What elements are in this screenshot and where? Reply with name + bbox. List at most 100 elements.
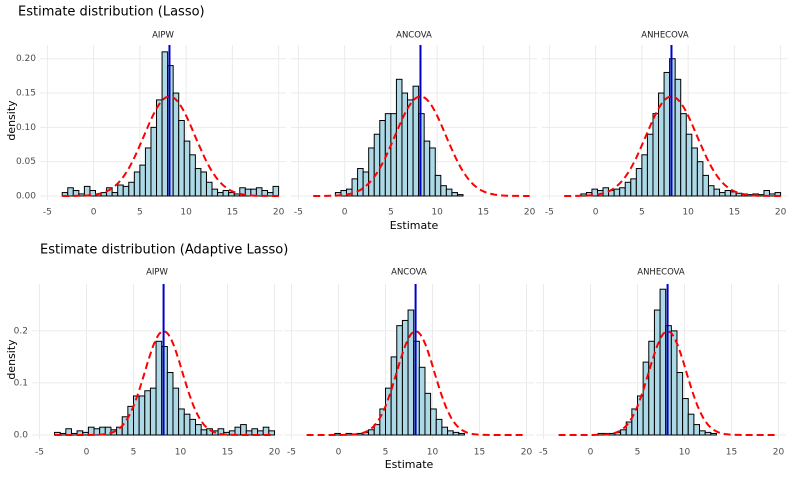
bar [687, 413, 695, 436]
bar [652, 113, 660, 197]
bar [635, 168, 643, 197]
x-tick-label: 10 [427, 448, 439, 458]
bar [423, 140, 431, 197]
bar [441, 426, 449, 436]
x-tick-label: 15 [474, 448, 485, 458]
panel: ANCOVA -5 0 5 10 15 20 Estimate [284, 268, 534, 471]
x-tick-label: 5 [137, 208, 143, 218]
bar [445, 188, 453, 197]
bar [440, 185, 447, 197]
x-axis-label: Estimate [390, 219, 439, 232]
panel: ANCOVA -5 0 5 10 15 20 Estimate [291, 31, 537, 232]
normal-curve [558, 330, 779, 436]
bar [424, 392, 432, 436]
bar [451, 192, 458, 197]
y-tick-label: 0.0 [14, 431, 29, 441]
bar [183, 413, 191, 436]
bar [691, 147, 698, 197]
bar [680, 113, 687, 197]
bar [144, 147, 152, 197]
bar [637, 395, 644, 436]
x-tick-label: 5 [383, 448, 389, 458]
bar [139, 164, 146, 197]
bar [676, 372, 684, 436]
bar [262, 426, 270, 436]
bar [205, 181, 213, 197]
panel-title: ANHECOVA [641, 31, 689, 41]
x-tick-label: 0 [593, 208, 599, 218]
bar [719, 192, 726, 197]
x-tick-label: 15 [726, 448, 737, 458]
bar [117, 184, 124, 197]
bar [674, 78, 682, 197]
bar [244, 188, 252, 197]
y-tick-label: 0.20 [16, 54, 36, 64]
chart-title: Estimate distribution (Lasso) [18, 5, 205, 20]
bar [447, 430, 454, 436]
bar [228, 192, 235, 197]
bar [128, 181, 135, 197]
bar [67, 187, 74, 197]
panel-title: ANCOVA [391, 268, 427, 278]
bar [458, 432, 465, 436]
bar [452, 431, 460, 436]
x-tick-label: -5 [545, 208, 554, 218]
x-tick-label: 0 [84, 448, 90, 458]
panel: AIPW 0.0 0.1 0.2 -5 0 5 10 15 20 [14, 268, 282, 458]
x-tick-label: -5 [43, 208, 52, 218]
bar [166, 372, 174, 436]
bar [685, 133, 693, 197]
x-tick-label: 10 [175, 448, 187, 458]
normal-curve [306, 330, 527, 436]
bar [390, 113, 397, 197]
x-tick-label: 0 [336, 448, 342, 458]
bar [87, 426, 95, 436]
x-tick-label: 20 [269, 448, 281, 458]
x-tick-label: 10 [431, 208, 443, 218]
bar [704, 431, 712, 436]
bar [619, 187, 626, 197]
chart-title: Estimate distribution (Adaptive Lasso) [40, 243, 288, 258]
bar [418, 366, 426, 436]
bar [161, 51, 169, 197]
bar [602, 187, 610, 197]
bar [194, 168, 202, 197]
bar [670, 330, 678, 436]
bar [713, 188, 721, 197]
panel: ANHECOVA -5 0 5 10 15 20 [536, 268, 786, 458]
bar [234, 426, 242, 436]
bar [710, 432, 717, 436]
bar [401, 319, 409, 436]
panel-title: ANHECOVA [637, 268, 685, 278]
bar [89, 190, 96, 197]
bar [646, 133, 654, 197]
bar [200, 171, 207, 197]
y-tick-label: 0.10 [16, 123, 36, 133]
bar [127, 405, 135, 436]
panel-title: AIPW [152, 31, 174, 41]
bar [735, 192, 743, 197]
x-tick-label: 0 [91, 208, 97, 218]
bar [240, 424, 247, 436]
x-tick-label: 20 [273, 208, 285, 218]
bar [172, 92, 180, 197]
x-tick-label: 20 [524, 208, 536, 218]
bar [189, 418, 197, 436]
normal-curve [62, 95, 279, 197]
bar [111, 192, 119, 197]
bar [178, 408, 185, 436]
x-tick-label: -5 [294, 208, 303, 218]
bar [631, 408, 639, 436]
bar [702, 174, 709, 197]
bar [395, 78, 403, 197]
bar [189, 154, 196, 197]
bar [200, 429, 208, 436]
y-tick-label: 0.2 [14, 326, 28, 336]
bar [156, 99, 163, 197]
y-tick-label: 0.1 [14, 378, 28, 388]
normal-curve [313, 95, 530, 197]
x-tick-label: 15 [227, 208, 238, 218]
x-tick-label: 5 [388, 208, 394, 218]
x-tick-label: 20 [775, 208, 787, 218]
x-tick-label: 15 [729, 208, 740, 218]
